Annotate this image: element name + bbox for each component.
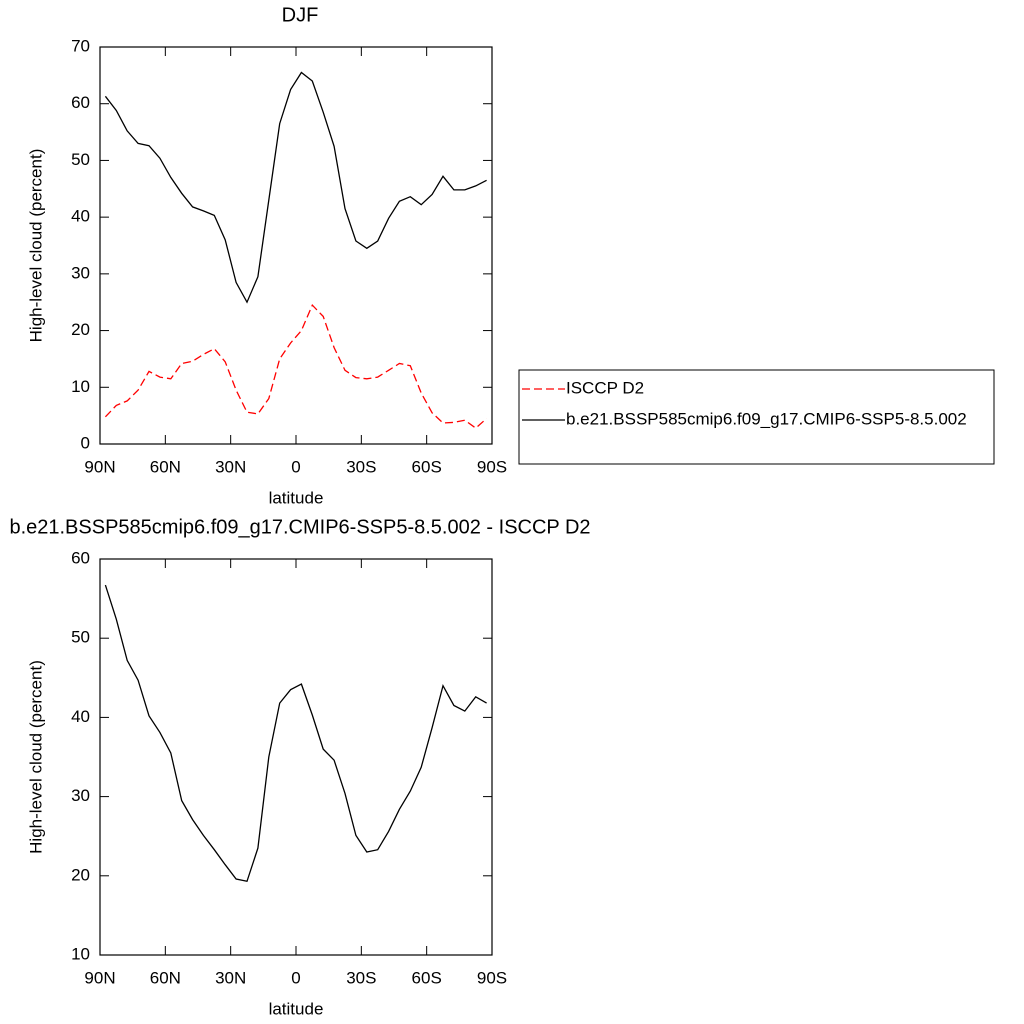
y-tick-label: 30 xyxy=(71,786,90,805)
plot-frame xyxy=(99,46,493,445)
y-tick-label: 10 xyxy=(71,377,90,396)
chart-title: b.e21.BSSP585cmip6.f09_g17.CMIP6-SSP5-8.… xyxy=(9,516,590,538)
plot: b.e21.BSSP585cmip6.f09_g17.CMIP6-SSP5-8.… xyxy=(9,516,590,1018)
y-tick-label: 20 xyxy=(71,865,90,884)
y-axis-label: High-level cloud (percent) xyxy=(26,149,45,343)
y-tick-label: 50 xyxy=(71,628,90,647)
y-tick-label: 60 xyxy=(71,548,90,567)
plot-frame xyxy=(99,558,493,956)
x-tick-label: 60N xyxy=(150,457,181,476)
legend-box xyxy=(518,369,995,465)
x-tick-label: 0 xyxy=(291,457,300,476)
x-tick-label: 60S xyxy=(412,457,442,476)
legend: ISCCP D2 b.e21.BSSP585cmip6.f09_g17.CMIP6… xyxy=(518,369,995,465)
y-tick-label: 60 xyxy=(71,93,90,112)
x-tick-label: 30N xyxy=(215,968,246,987)
x-tick-label: 90N xyxy=(84,968,115,987)
y-tick-label: 40 xyxy=(71,207,90,226)
data-line xyxy=(104,71,487,304)
x-tick-label: 0 xyxy=(291,968,300,987)
x-tick-label: 30S xyxy=(346,457,376,476)
y-tick-label: 70 xyxy=(71,36,90,55)
x-tick-label: 90S xyxy=(477,968,507,987)
chart-title: DJF xyxy=(282,4,319,26)
y-tick-label: 30 xyxy=(71,263,90,282)
y-tick-label: 50 xyxy=(71,150,90,169)
x-tick-label: 60S xyxy=(412,968,442,987)
x-tick-label: 30S xyxy=(346,968,376,987)
data-line xyxy=(104,303,488,429)
data-line xyxy=(104,584,487,883)
x-axis-label: latitude xyxy=(269,999,324,1018)
y-tick-label: 0 xyxy=(81,433,90,452)
y-tick-label: 40 xyxy=(71,707,90,726)
x-tick-label: 90S xyxy=(477,457,507,476)
plot: DJF 90N 60N 30N 0 30S 60S 90S 0 10 20 30 40 50 60 70 lat… xyxy=(26,4,507,507)
y-tick-label: 10 xyxy=(71,944,90,963)
x-axis-label: latitude xyxy=(269,488,324,507)
x-tick-label: 60N xyxy=(150,968,181,987)
y-tick-label: 20 xyxy=(71,320,90,339)
x-tick-label: 90N xyxy=(84,457,115,476)
legend-label: b.e21.BSSP585cmip6.f09_g17.CMIP6-SSP5-8.… xyxy=(566,409,967,428)
x-tick-label: 30N xyxy=(215,457,246,476)
legend-label: ISCCP D2 xyxy=(566,378,644,397)
y-axis-label: High-level cloud (percent) xyxy=(26,660,45,854)
